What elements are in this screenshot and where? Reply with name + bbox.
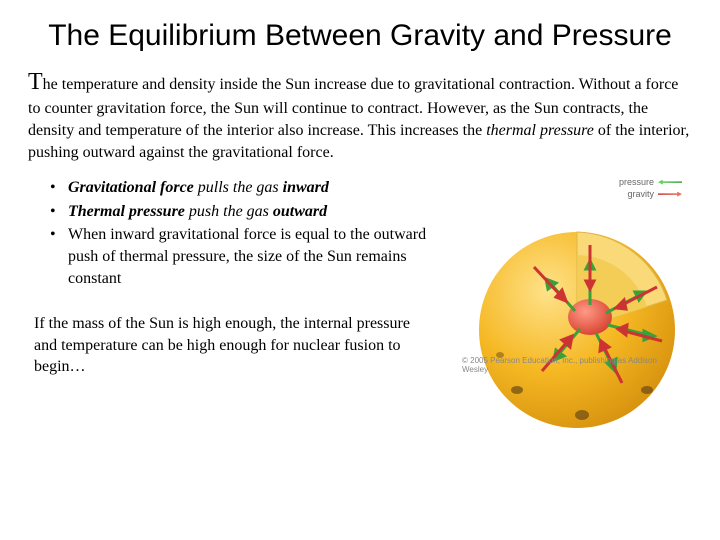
- sun-diagram: pressure gravity: [462, 177, 692, 378]
- intro-paragraph: The temperature and density inside the S…: [28, 66, 692, 163]
- legend-pressure-label: pressure: [619, 177, 654, 187]
- dropcap: T: [28, 69, 43, 95]
- bullet-mid: push the gas: [185, 203, 273, 220]
- bullet-list: Gravitational force pulls the gas inward…: [28, 177, 452, 289]
- followup-paragraph: If the mass of the Sun is high enough, t…: [28, 313, 452, 378]
- bullet-bi2: inward: [283, 179, 329, 196]
- bullet-bi1: Gravitational force: [68, 179, 194, 196]
- legend: pressure gravity: [619, 177, 682, 201]
- page-title: The Equilibrium Between Gravity and Pres…: [28, 18, 692, 54]
- gravity-arrow-icon: [658, 192, 682, 197]
- copyright-text: © 2005 Pearson Education, Inc., publishi…: [462, 356, 682, 374]
- bullet-bi1: Thermal pressure: [68, 203, 185, 220]
- pressure-arrow-icon: [658, 180, 682, 185]
- bullet-bi2: outward: [273, 203, 327, 220]
- list-item: When inward gravitational force is equal…: [50, 224, 452, 289]
- bullet-mid: pulls the gas: [194, 179, 283, 196]
- list-item: Gravitational force pulls the gas inward: [50, 177, 452, 199]
- sun-svg: [462, 205, 692, 435]
- para-em: thermal pressure: [486, 122, 594, 139]
- list-item: Thermal pressure push the gas outward: [50, 201, 452, 223]
- legend-gravity-label: gravity: [627, 189, 654, 199]
- bullet-pre: When inward gravitational force is equal…: [68, 226, 426, 286]
